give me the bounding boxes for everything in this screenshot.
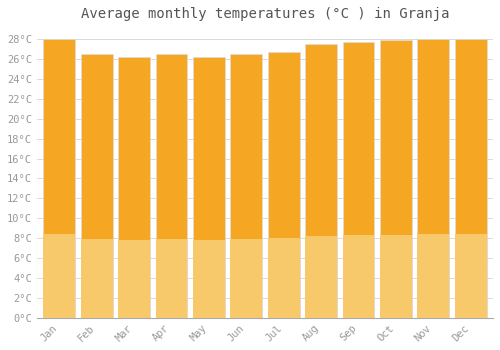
Bar <box>230 239 262 318</box>
Bar <box>268 238 300 318</box>
Bar <box>380 234 412 318</box>
Bar <box>80 239 112 318</box>
Bar <box>418 39 449 318</box>
Bar <box>380 40 412 318</box>
Bar <box>454 234 486 318</box>
Bar <box>118 240 150 318</box>
Bar <box>156 239 188 318</box>
Bar <box>342 235 374 318</box>
Bar <box>118 57 150 318</box>
Bar <box>193 240 224 318</box>
Bar <box>305 44 337 318</box>
Bar <box>80 54 112 318</box>
Bar <box>193 57 224 318</box>
Bar <box>44 39 75 318</box>
Bar <box>305 236 337 318</box>
Bar <box>268 52 300 318</box>
Title: Average monthly temperatures (°C ) in Granja: Average monthly temperatures (°C ) in Gr… <box>80 7 449 21</box>
Bar <box>454 39 486 318</box>
Bar <box>156 54 188 318</box>
Bar <box>44 234 75 318</box>
Bar <box>418 234 449 318</box>
Bar <box>230 54 262 318</box>
Bar <box>342 42 374 318</box>
